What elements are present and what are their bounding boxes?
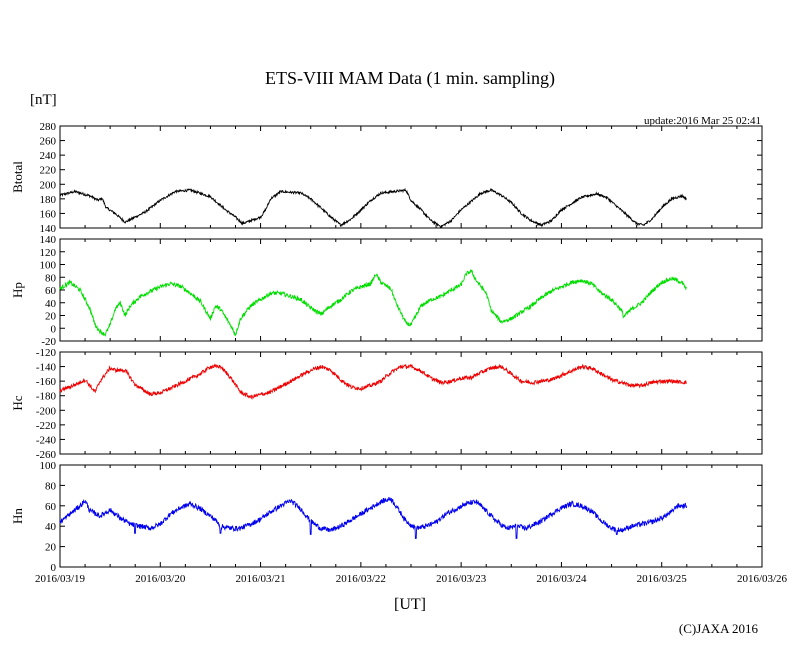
y-tick-label: 0 [51, 323, 57, 335]
y-tick-label: 60 [45, 501, 57, 513]
y-tick-label: 100 [40, 260, 57, 272]
y-tick-label: -240 [36, 434, 57, 446]
y-tick-label: 40 [45, 298, 57, 310]
y-tick-label: 180 [40, 194, 57, 206]
copyright-label: (C)JAXA 2016 [679, 621, 759, 636]
panel-frame [59, 464, 763, 568]
x-tick-label: 2016/03/24 [536, 573, 587, 585]
panel-label-hn: Hn [10, 508, 25, 524]
unit-label: [nT] [30, 92, 57, 108]
y-tick-label: -260 [36, 449, 57, 461]
x-tick-label: 2016/03/22 [336, 573, 386, 585]
series-line-btotal [59, 187, 687, 229]
y-tick-label: 20 [45, 542, 57, 554]
y-tick-label: 40 [45, 521, 57, 533]
x-tick-label: 2016/03/25 [637, 573, 688, 585]
panel-frame [59, 238, 763, 342]
x-axis-label: [UT] [394, 596, 426, 613]
y-tick-label: 60 [45, 285, 57, 297]
y-tick-label: -200 [36, 405, 57, 417]
y-tick-label: -20 [41, 336, 56, 348]
y-tick-label: -120 [36, 347, 57, 359]
y-tick-label: -220 [36, 420, 57, 432]
y-tick-label: -180 [36, 391, 57, 403]
x-tick-label: 2016/03/23 [436, 573, 487, 585]
panel-label-hp: Hp [10, 282, 25, 298]
y-tick-label: 20 [45, 311, 57, 323]
x-tick-label: 2016/03/26 [737, 573, 788, 585]
panel-group: 140160180200220240260280Btotal-200204060… [10, 121, 763, 574]
x-tick-label: 2016/03/19 [35, 573, 86, 585]
y-tick-label: 200 [40, 179, 57, 191]
x-tick-label: 2016/03/20 [135, 573, 186, 585]
panel-btotal: 140 160 180 200 220 240 260 280 Btotal [10, 121, 763, 235]
y-tick-label: 240 [40, 150, 57, 162]
y-tick-label: -160 [36, 376, 57, 388]
update-timestamp: update:2016 Mar 25 02:41 [644, 115, 761, 127]
series-line-hp [59, 269, 687, 337]
chart-title: ETS-VIII MAM Data (1 min. sampling) [265, 68, 555, 89]
y-tick-label: 260 [40, 136, 57, 148]
panel-label-hc: Hc [10, 395, 25, 410]
y-tick-label: 100 [40, 460, 57, 472]
y-tick-label: 0 [51, 562, 57, 574]
y-tick-label: -140 [36, 362, 57, 374]
series-line-hc [59, 363, 687, 400]
panel-label-btotal: Btotal [10, 161, 25, 193]
y-tick-label: 80 [45, 480, 57, 492]
panel-hn: 0 20 40 60 80 100 Hn [10, 460, 763, 574]
y-tick-label: 160 [40, 208, 57, 220]
y-tick-label: 280 [40, 121, 57, 133]
y-tick-label: 140 [40, 234, 57, 246]
y-tick-label: 120 [40, 247, 57, 259]
y-tick-label: 80 [45, 272, 57, 284]
y-tick-label: 220 [40, 165, 57, 177]
panel-frame [59, 351, 763, 455]
series-line-hn [59, 496, 688, 539]
x-axis-tick-labels: 2016/03/19 2016/03/20 2016/03/21 2016/03/22… [35, 573, 788, 585]
x-tick-label: 2016/03/21 [236, 573, 286, 585]
y-tick-label: 140 [40, 223, 57, 235]
panel-hc: -260 -240 -220 -200 -180 -160 -140 -120 Hc [10, 347, 763, 461]
